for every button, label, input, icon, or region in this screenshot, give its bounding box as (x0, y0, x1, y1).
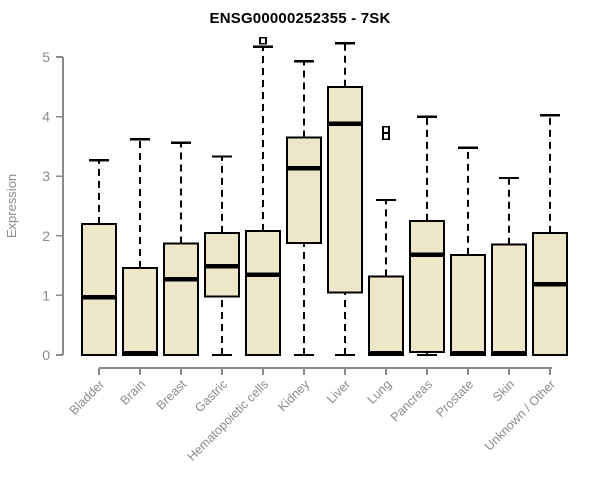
box-group (327, 42, 363, 357)
box-group (245, 37, 281, 356)
x-tick-label: Hematopoietic cells (185, 377, 272, 464)
box-group (409, 115, 445, 357)
x-tick-label: Liver (324, 377, 353, 406)
y-axis: 0 1 2 3 4 5 Expression (4, 49, 64, 363)
box (163, 242, 199, 357)
box (122, 266, 158, 357)
box-group (204, 155, 240, 357)
x-tick-label: Breast (154, 377, 190, 413)
x-tick-label: Kidney (275, 377, 312, 414)
outlier-point (382, 125, 390, 134)
box-group (81, 158, 117, 356)
box (532, 231, 568, 357)
box (286, 136, 322, 244)
y-axis-title: Expression (4, 174, 19, 238)
box (491, 243, 527, 357)
box-group (163, 141, 199, 357)
box-group (286, 59, 322, 357)
x-tick-label: Brain (118, 377, 149, 408)
box (409, 219, 445, 354)
outlier-point (382, 132, 390, 141)
x-tick-label: Skin (490, 377, 517, 404)
box (245, 230, 281, 356)
box (368, 275, 404, 356)
box (450, 253, 486, 356)
box-group (450, 146, 486, 356)
x-tick-label: Pancreas (388, 377, 435, 424)
x-tick-label: Unknown / Other (482, 377, 558, 453)
box (81, 222, 117, 356)
box-group (491, 176, 527, 357)
y-tick-label: 2 (42, 228, 50, 244)
box-group (532, 114, 568, 357)
x-tick-label: Lung (365, 377, 395, 407)
x-tick-label: Bladder (67, 377, 107, 417)
box (327, 85, 363, 294)
box-group (122, 138, 158, 357)
chart-title: ENSG00000252355 - 7SK (209, 10, 391, 27)
y-tick-label: 3 (42, 168, 50, 184)
y-tick-label: 1 (42, 287, 50, 303)
outlier-point (259, 37, 267, 45)
x-tick-label: Gastric (192, 377, 230, 415)
y-tick-label: 0 (42, 347, 50, 363)
y-tick-label: 4 (42, 109, 50, 125)
x-tick-label: Prostate (433, 377, 476, 420)
box-group (368, 125, 404, 356)
y-tick-label: 5 (42, 49, 50, 65)
